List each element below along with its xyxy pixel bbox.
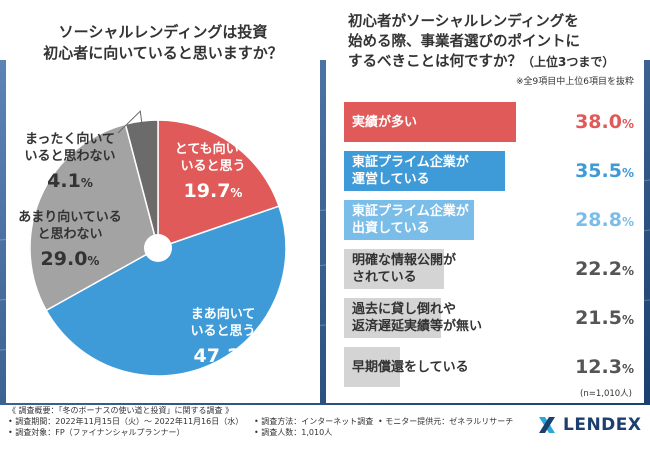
pie-leader-line	[117, 110, 143, 134]
bar-label-4-line-2: されている	[352, 270, 417, 285]
pie-panel: ソーシャルレンディングは投資 初心者に向いていると思いますか？ とても向いて いる…	[6, 8, 320, 403]
bar-title-line-1: 初心者がソーシャルレンディングを	[348, 14, 579, 30]
bar-title-line-2: 始める際、事業者選びのポイントに	[348, 34, 580, 50]
pie-title: ソーシャルレンディングは投資 初心者に向いていると思いますか？	[6, 22, 320, 64]
pie-chart: とても向いていると思う19.7%まあ向いていると思う47.2%あまり向いていると…	[18, 110, 287, 377]
pie-value-1: 19.7%	[184, 180, 243, 202]
bar-row-4: 明確な情報公開が されている 22.2%	[344, 249, 634, 289]
bar-row-3: 東証プライム企業が 出資している 28.8%	[344, 200, 634, 240]
bar-label-3-line-1: 東証プライム企業が	[352, 204, 469, 219]
pie-title-line-1: ソーシャルレンディングは投資	[58, 23, 268, 41]
bar-title-line-3: するべきことは何ですか？	[348, 54, 522, 70]
pie-label-3-line-1: あまり向いている	[18, 209, 122, 225]
pie-slice-3	[29, 123, 159, 312]
bar-4	[344, 249, 445, 289]
bar-value-5: 21.5%	[575, 307, 634, 329]
bar-label-2-line-1: 東証プライム企業が	[352, 155, 469, 170]
bar-label-3: 東証プライム企業が 出資している	[352, 200, 469, 240]
lendex-logo: LENDEX	[535, 414, 642, 436]
sample-size: (n=1,010人)	[580, 389, 632, 399]
lendex-logo-icon	[539, 417, 555, 433]
survey-period: • 調査期間：2022年11月15日（火）～ 2022年11月16日（水）	[8, 417, 244, 426]
pie-value-3: 29.0%	[41, 248, 100, 270]
bar-value-4: 22.2%	[575, 258, 634, 280]
survey-target: • 調査対象：FP（ファイナンシャルプランナー）	[8, 428, 185, 437]
pie-label-4-line-2: いると思わない	[24, 149, 115, 164]
pie-label-3-line-2: と思わない	[37, 227, 102, 242]
pie-label-1-line-2: いると思う	[180, 159, 245, 174]
bar-panel: 初心者がソーシャルレンディングを 始める際、事業者選びのポイントに するべきこと…	[326, 8, 644, 403]
bar-5	[344, 298, 442, 338]
pie-label-1-line-1: とても向いて	[175, 141, 252, 157]
bar-label-2-line-2: 運営している	[352, 172, 430, 187]
bar-3	[344, 200, 475, 240]
bar-value-2: 35.5%	[575, 160, 634, 182]
bar-6	[344, 347, 400, 387]
pie-center-hole	[144, 234, 172, 262]
pie-slice-2	[45, 205, 287, 377]
bar-value-3: 28.8%	[575, 209, 634, 231]
pie-value-2: 47.2%	[194, 345, 253, 367]
bar-title-suffix: （上位3つまで）	[522, 55, 615, 69]
bar-label-3-line-2: 出資している	[352, 221, 430, 236]
overview-heading: 《 調査概要：「冬のボーナスの使い道と投資」に関する調査 》	[8, 406, 234, 415]
bar-row-6: 早期償還をしている 12.3%	[344, 347, 634, 387]
pie-value-4: 4.1%	[47, 170, 93, 192]
bar-label-1-line-1: 実績が多い	[352, 114, 418, 130]
bar-row-5: 過去に貸し倒れや返済遅延実績等が無い 21.5%	[344, 298, 634, 338]
bar-row-1: 実績が多い 38.0%	[344, 102, 634, 142]
bar-row-2: 東証プライム企業が 運営している 35.5%	[344, 151, 634, 191]
bar-title: 初心者がソーシャルレンディングを 始める際、事業者選びのポイントに するべきこと…	[348, 12, 638, 72]
survey-method: • 調査方法：インターネット調査	[254, 417, 374, 426]
bar-label-6: 早期償還をしている	[352, 347, 469, 387]
bar-label-4-line-1: 明確な情報公開が	[352, 253, 457, 268]
pie-label-2-line-1: まあ向いて	[191, 306, 256, 322]
monitor-provider: • モニター提供元：ゼネラルリサーチ	[378, 417, 514, 426]
pie-label-2-line-2: いると思う	[190, 324, 255, 339]
bar-1	[344, 102, 516, 142]
bar-label-5: 過去に貸し倒れや返済遅延実績等が無い	[352, 298, 482, 338]
bar-label-6-line-1: 早期償還をしている	[352, 359, 469, 375]
bar-label-5-line-2: 返済遅延実績等が無い	[352, 319, 483, 334]
bar-2	[344, 151, 505, 191]
survey-count: • 調査人数：1,010人	[254, 428, 333, 437]
bar-label-4: 明確な情報公開が されている	[352, 249, 456, 289]
pie-label-4-line-1: まったく向いて	[25, 131, 115, 147]
bar-value-6: 12.3%	[575, 356, 634, 378]
survey-overview: 《 調査概要：「冬のボーナスの使い道と投資」に関する調査 》 • 調査期間：20…	[8, 405, 648, 438]
pie-title-line-2: 初心者に向いていると思いますか？	[43, 44, 283, 62]
bar-label-5-line-1: 過去に貸し倒れや	[352, 302, 457, 317]
note-text: ※全9項目中上位6項目を抜粋	[516, 77, 634, 87]
bar-value-1: 38.0%	[575, 111, 634, 133]
lendex-logo-text: LENDEX	[563, 415, 642, 435]
bar-label-2: 東証プライム企業が 運営している	[352, 151, 469, 191]
bar-label-1: 実績が多い	[352, 102, 417, 142]
